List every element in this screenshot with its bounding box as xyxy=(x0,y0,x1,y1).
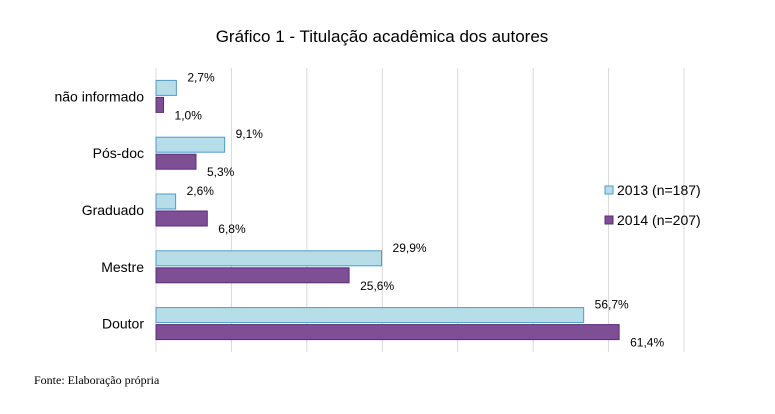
chart-title: Gráfico 1 - Titulação acadêmica dos auto… xyxy=(216,27,549,46)
data-label: 61,4% xyxy=(630,336,664,350)
data-label: 25,6% xyxy=(360,279,394,293)
legend-label: 2013 (n=187) xyxy=(617,182,701,198)
bar-series-2014 xyxy=(155,96,165,113)
category-label: Doutor xyxy=(102,316,144,332)
bar-series-2013 xyxy=(155,79,177,96)
category-label: Pós-doc xyxy=(93,145,144,161)
data-label: 2,6% xyxy=(187,184,215,198)
category-label: Mestre xyxy=(101,259,144,275)
gridlines xyxy=(155,68,685,352)
source-note: Fonte: Elaboração própria xyxy=(34,373,160,387)
legend-swatch xyxy=(604,185,614,195)
legend: 2013 (n=187) 2014 (n=207) xyxy=(604,182,701,228)
bars xyxy=(155,79,620,341)
bar-series-2014 xyxy=(155,153,197,170)
category-label: não informado xyxy=(54,88,144,104)
data-label: 1,0% xyxy=(175,108,203,122)
data-label: 29,9% xyxy=(393,241,427,255)
bar-series-2013 xyxy=(155,193,177,210)
data-label: 9,1% xyxy=(236,127,264,141)
legend-swatch xyxy=(604,215,614,225)
data-label: 2,7% xyxy=(187,70,215,84)
bar-series-2013 xyxy=(155,307,585,324)
category-labels: não informado Pós-doc Graduado Mestre Doutor xyxy=(54,88,144,331)
data-label: 56,7% xyxy=(595,298,629,312)
data-label: 6,8% xyxy=(218,222,246,236)
legend-label: 2014 (n=207) xyxy=(617,212,701,228)
bar-series-2013 xyxy=(155,250,383,267)
bar-series-2013 xyxy=(155,136,226,153)
data-label: 5,3% xyxy=(207,165,235,179)
bar-series-2014 xyxy=(155,210,208,227)
data-labels: 2,7% 1,0% 9,1% 5,3% 2,6% 6,8% 29,9% 25,6% 56,7% 6… xyxy=(175,70,665,349)
bar-series-2014 xyxy=(155,324,620,341)
category-label: Graduado xyxy=(82,202,144,218)
bar-series-2014 xyxy=(155,267,350,284)
